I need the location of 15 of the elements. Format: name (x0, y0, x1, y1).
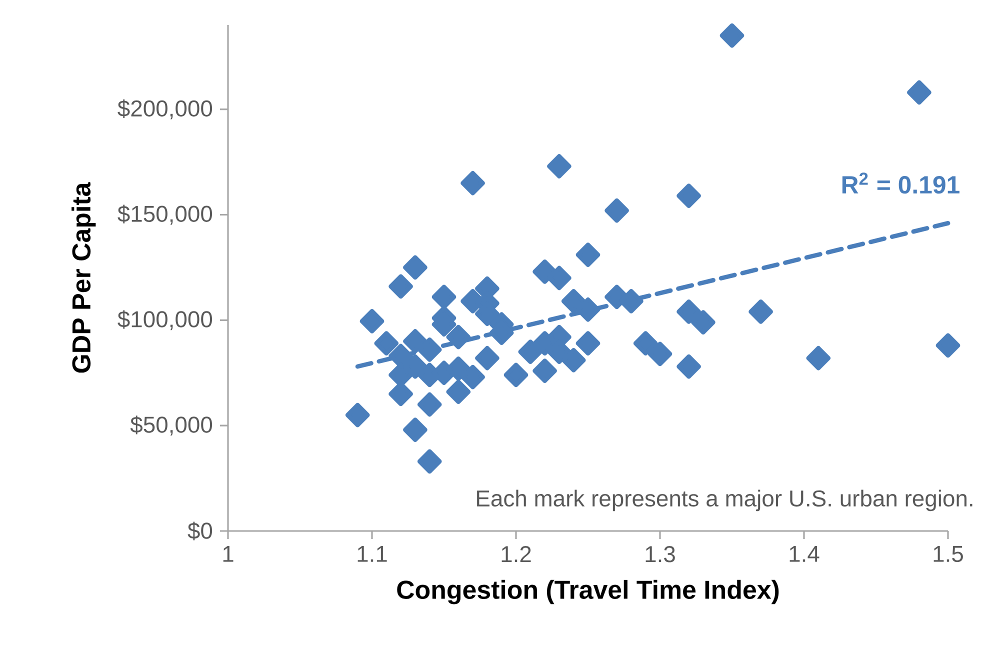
x-tick-label: 1.3 (646, 546, 675, 562)
x-tick-label: 1.4 (790, 546, 820, 562)
annotation: R$^{2}$ = 0.191 (842, 172, 960, 194)
x-tick-label: 1 (223, 546, 234, 562)
y-tick-label: $0 (188, 522, 212, 540)
x-tick-label: 1.1 (358, 546, 387, 562)
y-axis-title: GDP Per Capita (72, 182, 96, 373)
x-axis-title: Congestion (Travel Time Index) (397, 580, 779, 604)
x-tick-label: 1.2 (502, 546, 531, 562)
annotation: Each mark represents a major U.S. urban region. (477, 490, 972, 512)
y-tick-label: $50,000 (130, 416, 212, 436)
y-tick-label: $150,000 (118, 204, 212, 225)
x-tick-label: 1.5 (934, 546, 963, 562)
y-tick-label: $200,000 (118, 99, 212, 120)
y-tick-label: $100,000 (118, 310, 212, 330)
